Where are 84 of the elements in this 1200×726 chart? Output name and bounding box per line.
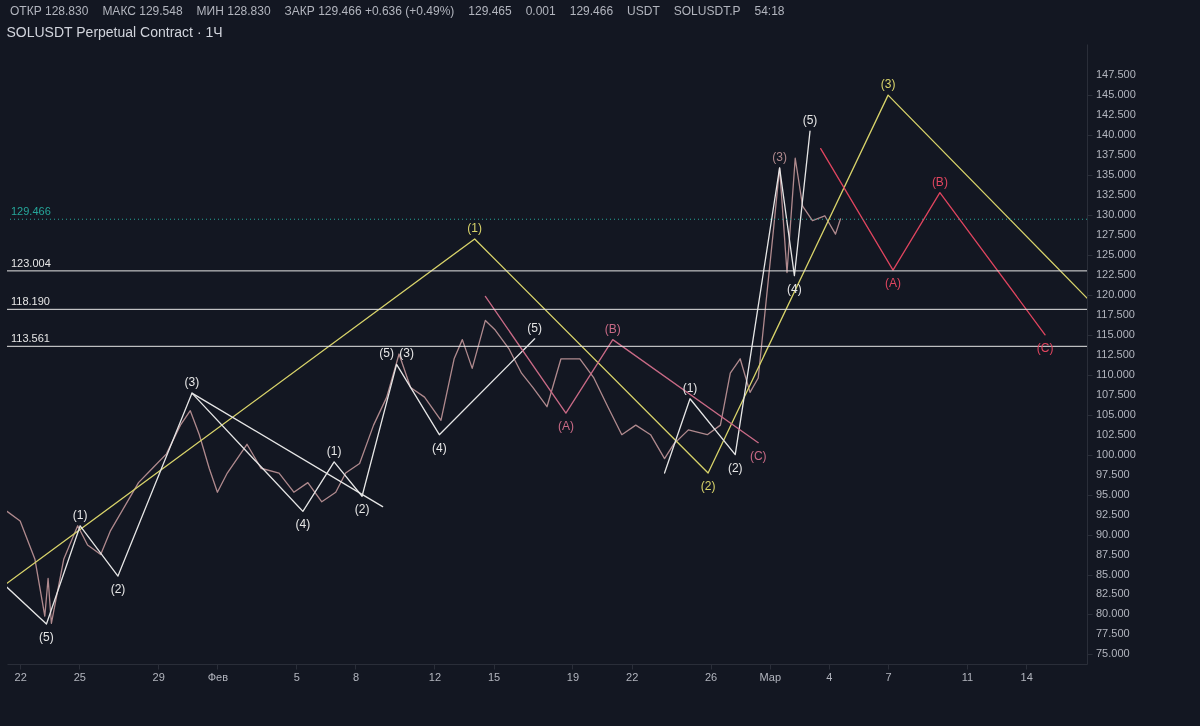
- annotation: (B): [604, 321, 621, 336]
- y-tick-label: 135.000: [1096, 168, 1136, 181]
- annotation: (4): [431, 440, 447, 455]
- y-tick-label: 120.000: [1096, 287, 1136, 300]
- x-tick-label: 4: [826, 670, 833, 683]
- y-tick-label: 102.500: [1096, 427, 1136, 440]
- y-tick-label: 107.500: [1096, 387, 1136, 400]
- y-tick-label: 85.000: [1096, 567, 1130, 580]
- y-tick-label: 95.000: [1096, 487, 1130, 500]
- ref-line-label: 113.561: [11, 332, 50, 345]
- x-tick-label: 29: [152, 670, 165, 683]
- annotation: (3): [184, 375, 200, 390]
- y-tick-label: 132.500: [1096, 188, 1136, 201]
- annotation: (5): [802, 113, 818, 128]
- x-tick-label: 22: [14, 670, 27, 683]
- text: 54:18: [754, 4, 785, 20]
- y-tick-label: 117.500: [1096, 307, 1135, 320]
- y-tick-label: 80.000: [1096, 607, 1130, 620]
- text: 129.465: [468, 4, 512, 20]
- x-tick-label: 8: [352, 670, 360, 683]
- x-tick-label: Фев: [207, 670, 229, 683]
- x-tick-label: 15: [487, 670, 501, 683]
- x-tick-label: 14: [1020, 670, 1033, 683]
- y-tick-label: 115.000: [1096, 327, 1135, 340]
- text: ЗАКР 129.466 +0.636 (+0.49%): [284, 4, 455, 20]
- y-tick-label: 137.500: [1096, 148, 1136, 161]
- text: 129.466: [569, 4, 614, 20]
- x-tick-label: 5: [293, 670, 300, 683]
- y-tick-label: 127.500: [1096, 227, 1136, 240]
- x-tick-label: 7: [885, 670, 892, 683]
- annotation: (B): [931, 174, 948, 189]
- y-tick-label: 77.500: [1096, 627, 1130, 640]
- text: USDT: [627, 4, 660, 20]
- annotation: (1): [682, 380, 698, 395]
- annotation: (1): [72, 507, 88, 522]
- annotation: (5): [379, 346, 394, 361]
- annotation: (2): [700, 479, 716, 494]
- y-tick-label: 105.000: [1096, 407, 1136, 420]
- y-tick-label: 90.000: [1096, 527, 1130, 540]
- annotation: (2): [110, 582, 126, 597]
- text: МАКС 129.548: [102, 4, 183, 20]
- x-tick-label: 22: [626, 670, 639, 683]
- x-tick-label: 11: [961, 670, 974, 683]
- y-tick-label: 82.500: [1096, 587, 1130, 600]
- y-tick-label: 100.000: [1096, 447, 1136, 460]
- annotation: (1): [467, 220, 483, 235]
- y-tick-label: 147.500: [1096, 68, 1136, 81]
- x-tick-label: 25: [73, 670, 86, 683]
- ref-line-label: 118.190: [11, 295, 50, 308]
- ref-line-label: 123.004: [11, 256, 51, 269]
- text: ОТКР 128.830: [10, 4, 89, 20]
- x-tick-label: 12: [428, 670, 442, 683]
- annotation: (4): [295, 517, 311, 532]
- y-tick-label: 122.500: [1096, 267, 1136, 280]
- annotation: (1): [326, 443, 342, 458]
- chart-title: SOLUSDT Perpetual Contract · 1Ч: [6, 24, 223, 40]
- annotation: (C): [749, 448, 767, 463]
- annotation: (A): [885, 276, 902, 291]
- annotation: (3): [880, 77, 896, 92]
- y-tick-label: 112.500: [1096, 347, 1135, 360]
- y-tick-label: 130.000: [1096, 207, 1136, 220]
- y-tick-label: 145.000: [1096, 88, 1136, 101]
- x-tick-label: 26: [704, 670, 718, 683]
- annotation: (3): [399, 346, 414, 361]
- x-tick-label: 19: [566, 670, 580, 683]
- y-tick-label: 87.500: [1096, 547, 1130, 560]
- annotation: (A): [557, 419, 574, 434]
- x-tick-label: Мар: [759, 670, 782, 683]
- text: МИН 128.830: [196, 4, 271, 20]
- y-tick-label: 75.000: [1096, 647, 1130, 660]
- annotation: (3): [772, 149, 787, 164]
- text: 0.001: [525, 4, 556, 20]
- ref-line-label: 129.466: [11, 205, 51, 218]
- y-tick-label: 125.000: [1096, 247, 1136, 260]
- annotation: (5): [527, 320, 543, 335]
- text: SOLUSDT.P: [673, 4, 741, 20]
- y-tick-label: 97.500: [1096, 467, 1130, 480]
- y-tick-label: 140.000: [1096, 128, 1136, 141]
- annotation: (2): [727, 460, 743, 475]
- y-tick-label: 110.000: [1096, 367, 1135, 380]
- annotation: (5): [39, 630, 54, 645]
- y-tick-label: 92.500: [1096, 507, 1130, 520]
- annotation: (2): [354, 502, 370, 517]
- y-tick-label: 142.500: [1096, 108, 1136, 121]
